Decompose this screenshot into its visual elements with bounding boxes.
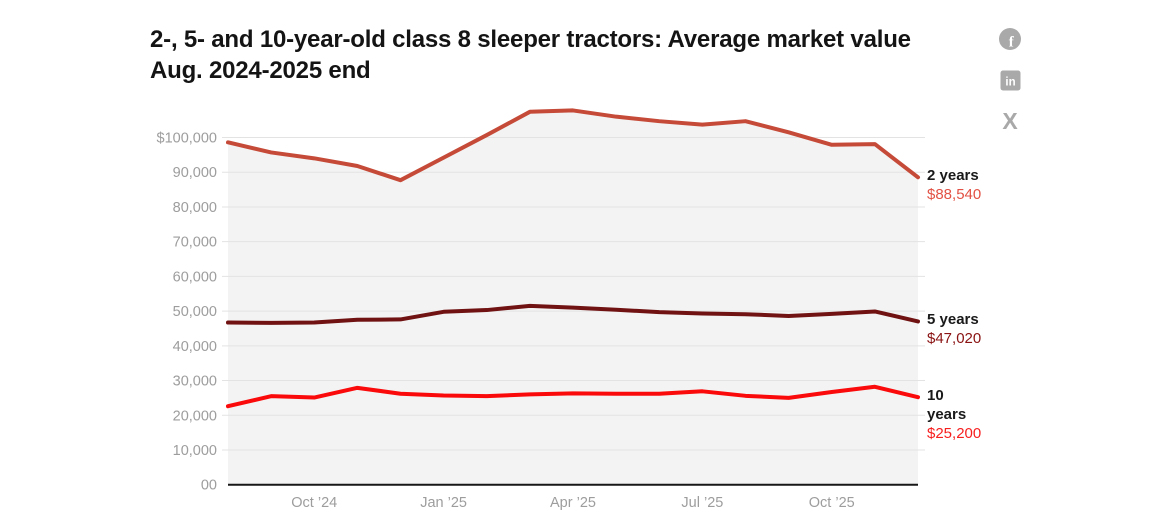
y-axis-tick-label: 40,000 (173, 339, 217, 355)
series-line-2-years[interactable] (226, 108, 920, 183)
y-axis-tick-label: 50,000 (173, 304, 217, 320)
series-line-10-years[interactable] (226, 384, 920, 409)
series-end-value: $47,020 (927, 330, 982, 348)
series-line-5-years[interactable] (226, 303, 920, 325)
y-axis-tick-label: 30,000 (173, 374, 217, 390)
x-axis-tick-label: Jul ’25 (681, 495, 723, 511)
y-axis-tick-label: 70,000 (173, 235, 217, 251)
x-share-button[interactable]: X (998, 109, 1022, 133)
linkedin-share-button[interactable]: in (998, 68, 1022, 92)
y-axis-tick-label: 10,000 (173, 443, 217, 459)
series-name: 10 years (927, 387, 967, 424)
x-axis-tick-label: Oct ’24 (291, 495, 337, 511)
y-axis-tick-label: 20,000 (173, 408, 217, 424)
facebook-icon: f (999, 28, 1021, 51)
y-axis-tick-label: 90,000 (173, 165, 217, 181)
series-name: 5 years (927, 311, 979, 329)
x-axis-tick-label: Jan ’25 (420, 495, 467, 511)
facebook-share-button[interactable]: f (998, 27, 1022, 51)
svg-text:f: f (1009, 35, 1015, 51)
y-axis-tick-label: 00 (201, 478, 217, 494)
linkedin-icon: in (1000, 70, 1020, 90)
chart-title: 2-, 5- and 10-year-old class 8 sleeper t… (150, 26, 911, 84)
share-rail: f in X (997, 27, 1023, 133)
series-end-value: $88,540 (927, 186, 982, 204)
series-end-label-10-years: 10 years $25,200 (927, 386, 985, 443)
y-axis-tick-label: 80,000 (173, 200, 217, 216)
y-axis-tick-label: 60,000 (173, 269, 217, 285)
x-axis-tick-label: Apr ’25 (550, 495, 596, 511)
y-axis-tick-label: $100,000 (157, 131, 217, 147)
series-end-label-2-years: 2 years $88,540 (927, 166, 985, 204)
x-axis-tick-label: Oct ’25 (809, 495, 855, 511)
series-end-label-5-years: 5 years $47,020 (927, 310, 985, 348)
svg-text:X: X (1002, 109, 1018, 133)
area-fill (228, 110, 918, 485)
x-icon: X (1002, 109, 1018, 133)
series-end-value: $25,200 (927, 425, 982, 443)
svg-text:in: in (1005, 76, 1015, 88)
series-name: 2 years (927, 167, 979, 185)
